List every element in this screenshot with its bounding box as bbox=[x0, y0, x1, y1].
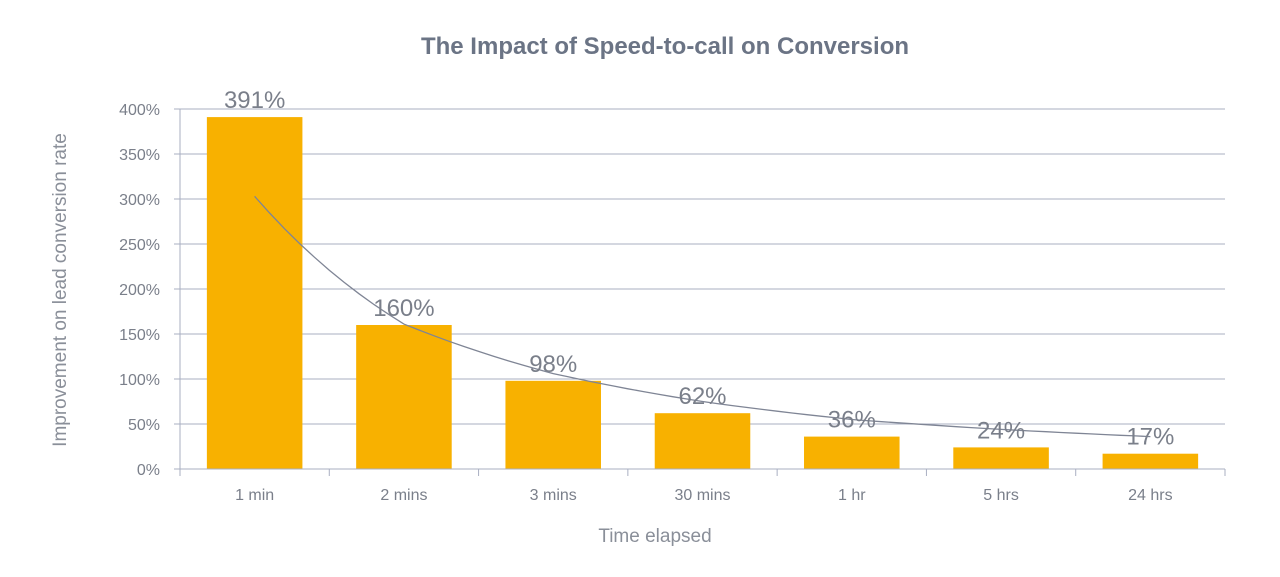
x-tick-label: 1 hr bbox=[838, 487, 866, 504]
y-tick-label: 300% bbox=[119, 192, 160, 209]
trend-line bbox=[254, 195, 1151, 438]
y-tick-label: 250% bbox=[119, 237, 160, 254]
y-tick-label: 400% bbox=[119, 102, 160, 119]
bar bbox=[356, 325, 452, 469]
data-labels: 391% 160% 98% 62% 36% 24% 17% bbox=[224, 87, 1174, 451]
x-tick-label: 5 hrs bbox=[983, 487, 1019, 504]
y-axis-title: Improvement on lead conversion rate bbox=[50, 133, 71, 447]
x-tick-label: 1 min bbox=[235, 487, 274, 504]
bar bbox=[206, 117, 303, 469]
data-label: 17% bbox=[1126, 424, 1174, 451]
data-label: 36% bbox=[828, 407, 876, 434]
data-label: 391% bbox=[224, 87, 285, 114]
data-label: 62% bbox=[678, 383, 726, 410]
y-tick-label: 50% bbox=[128, 417, 160, 434]
y-tick-label: 150% bbox=[119, 327, 160, 344]
axes: 0% 50% 100% 150% 200% 250% 300% 350% 400% 1 min 2 … bbox=[119, 102, 1226, 504]
x-tick-label: 30 mins bbox=[674, 487, 730, 504]
y-tick-label: 0% bbox=[137, 462, 160, 479]
chart-title: The Impact of Speed-to-call on Conversio… bbox=[421, 33, 909, 60]
data-label: 98% bbox=[529, 351, 577, 378]
data-label: 24% bbox=[977, 417, 1025, 444]
data-label: 160% bbox=[373, 295, 434, 322]
x-tick-label: 3 mins bbox=[530, 487, 577, 504]
bar bbox=[1102, 453, 1199, 469]
bar bbox=[953, 447, 1049, 469]
bar bbox=[505, 380, 601, 469]
gridlines bbox=[180, 108, 1225, 425]
bars bbox=[206, 117, 1199, 469]
x-tick-label: 24 hrs bbox=[1128, 487, 1172, 504]
y-tick-label: 200% bbox=[119, 282, 160, 299]
bar bbox=[654, 413, 751, 469]
trendline bbox=[254, 195, 1151, 438]
y-tick-label: 100% bbox=[119, 372, 160, 389]
x-axis-title: Time elapsed bbox=[598, 526, 711, 547]
y-tick-label: 350% bbox=[119, 147, 160, 164]
x-tick-label: 2 mins bbox=[380, 487, 427, 504]
bar bbox=[804, 436, 900, 469]
